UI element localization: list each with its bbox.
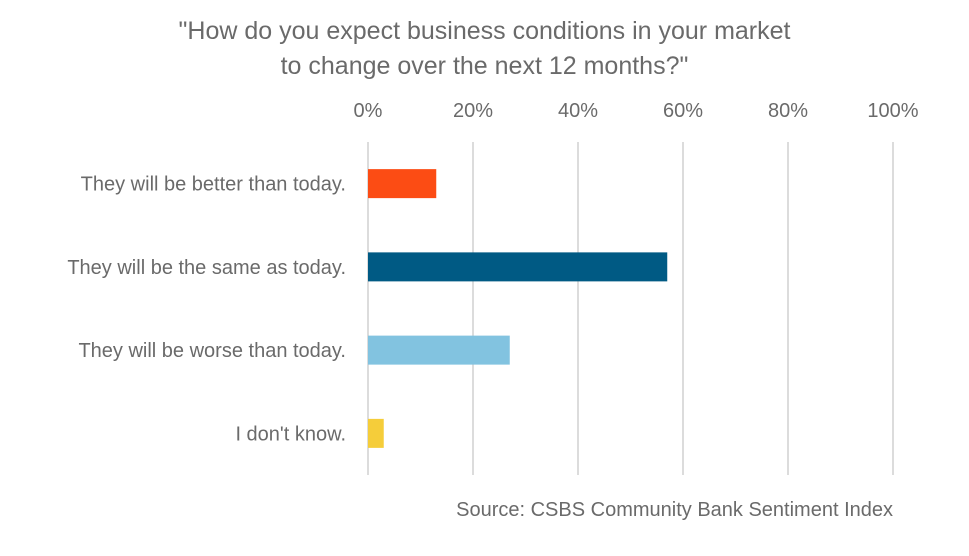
bar bbox=[368, 418, 384, 448]
source-note: Source: CSBS Community Bank Sentiment In… bbox=[456, 499, 893, 521]
x-tick-label: 80% bbox=[768, 100, 808, 122]
x-tick-label: 20% bbox=[453, 100, 493, 122]
bar bbox=[368, 169, 437, 199]
bar bbox=[368, 252, 668, 282]
x-tick-label: 100% bbox=[867, 100, 918, 122]
x-tick-label: 40% bbox=[558, 100, 598, 122]
category-label: They will be better than today. bbox=[81, 174, 346, 196]
category-label: They will be worse than today. bbox=[78, 340, 346, 362]
chart-title-line-1: "How do you expect business conditions i… bbox=[178, 17, 791, 45]
category-label: They will be the same as today. bbox=[67, 257, 346, 279]
chart-title: "How do you expect business conditions i… bbox=[0, 14, 969, 84]
bars bbox=[368, 169, 668, 448]
chart-title-line-2: to change over the next 12 months?" bbox=[280, 52, 689, 80]
x-tick-label: 60% bbox=[663, 100, 703, 122]
x-axis-ticks: 0% 20% 40% 60% 80% 100% bbox=[354, 100, 919, 122]
gridlines bbox=[367, 142, 894, 475]
x-tick-label: 0% bbox=[354, 100, 383, 122]
bar bbox=[368, 335, 510, 365]
category-label: I don't know. bbox=[235, 423, 346, 445]
category-labels: They will be better than today. They will… bbox=[67, 174, 346, 446]
